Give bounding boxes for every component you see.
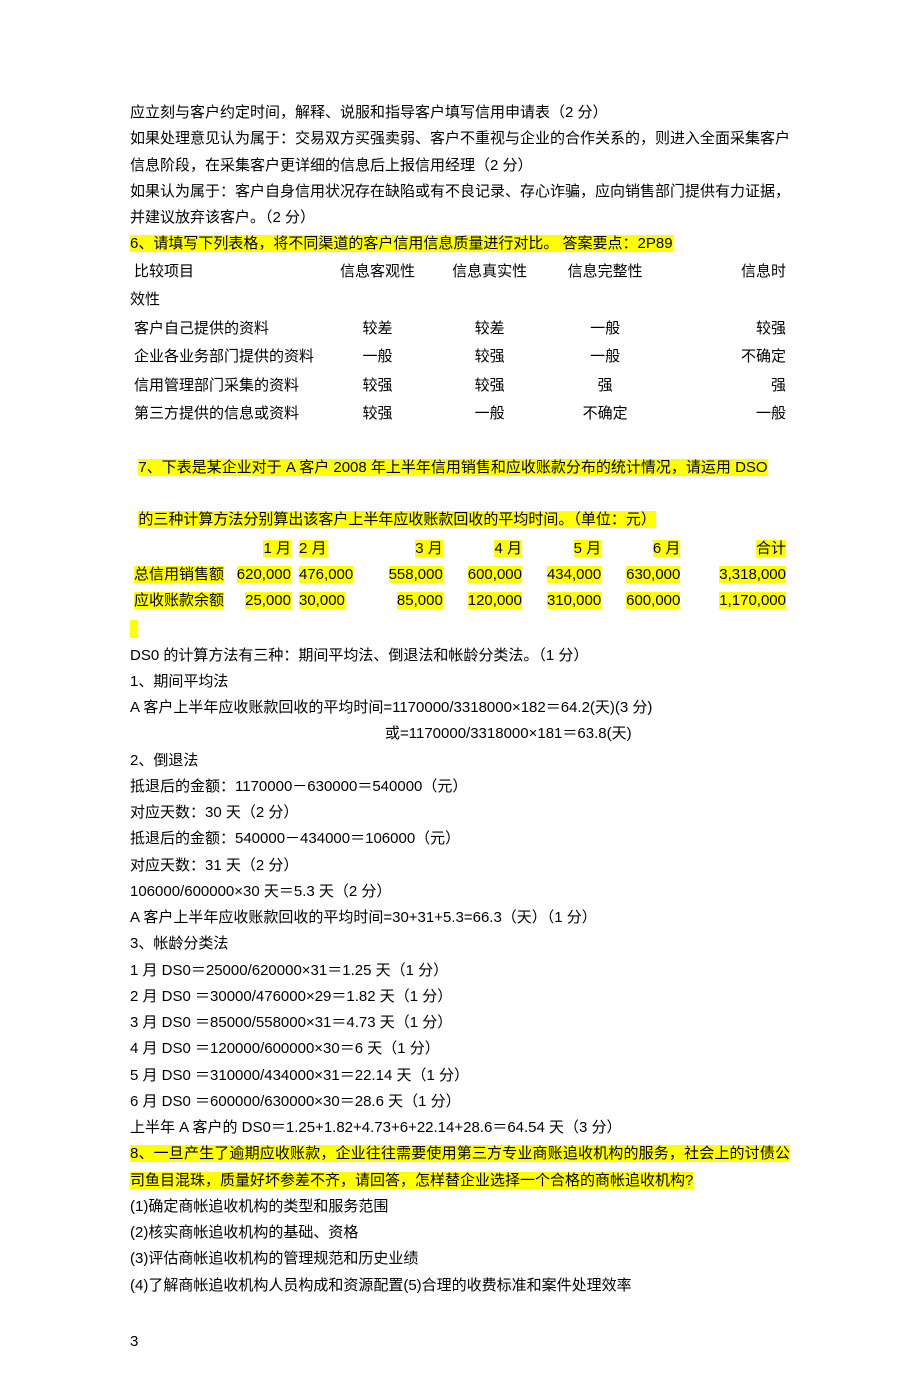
q6-row: 信用管理部门采集的资料 较强 较强 强 强 xyxy=(130,372,790,401)
q6-cell: 较强 xyxy=(756,320,786,337)
q6-title-text: 6、请填写下列表格，将不同渠道的客户信用信息质量进行对比。 答案要点：2P89 xyxy=(130,235,673,252)
calc-l6: 对应天数：30 天（2 分） xyxy=(130,800,790,826)
q6-cell: 较差 xyxy=(362,320,392,337)
q6-cell: 较差 xyxy=(475,320,505,337)
q7-s1: 620,000 xyxy=(237,566,291,583)
calc-l13: 2 月 DS0 ＝30000/476000×29＝1.82 天（1 分） xyxy=(130,984,790,1010)
calc-l10: A 客户上半年应收账款回收的平均时间=30+31+5.3=66.3（天）（1 分… xyxy=(130,905,790,931)
q6-cell: 一般 xyxy=(590,320,620,337)
q6-cell: 第三方提供的信息或资料 xyxy=(134,405,299,422)
q6-cell: 强 xyxy=(771,377,786,394)
intro-p1: 应立刻与客户约定时间，解释、说服和指导客户填写信用申请表（2 分） xyxy=(130,100,790,126)
q7-a2: 30,000 xyxy=(299,592,345,609)
q7-a3: 85,000 xyxy=(397,592,443,609)
calc-l5: 抵退后的金额：1170000－630000＝540000（元） xyxy=(130,774,790,800)
q6-cell: 客户自己提供的资料 xyxy=(134,320,269,337)
q7-title: 7、下表是某企业对于 A 客户 2008 年上半年信用销售和应收账款分布的统计情… xyxy=(130,429,790,482)
q7-s4: 600,000 xyxy=(468,566,522,583)
q6-cell: 一般 xyxy=(475,405,505,422)
calc-l1: 1、期间平均法 xyxy=(130,669,790,695)
q6-cell: 信用管理部门采集的资料 xyxy=(134,377,299,394)
q7-h4: 4 月 xyxy=(494,540,522,557)
calc-l2: A 客户上半年应收账款回收的平均时间=1170000/3318000×182＝6… xyxy=(130,695,790,721)
calc-l14: 3 月 DS0 ＝85000/558000×31＝4.73 天（1 分） xyxy=(130,1010,790,1036)
q6-cell: 较强 xyxy=(475,377,505,394)
q6-row: 客户自己提供的资料 较差 较差 一般 较强 xyxy=(130,315,790,344)
q8-title: 8、一旦产生了逾期应收账款，企业往往需要使用第三方专业商账追收机构的服务，社会上… xyxy=(130,1141,790,1194)
intro-p2: 如果处理意见认为属于：交易双方买强卖弱、客户不重视与企业的合作关系的，则进入全面… xyxy=(130,126,790,179)
q7-h6: 6 月 xyxy=(653,540,681,557)
q6-h-c5: 信息时 xyxy=(741,263,786,280)
calc-l12: 1 月 DS0＝25000/620000×31＝1.25 天（1 分） xyxy=(130,958,790,984)
q6-cell: 一般 xyxy=(590,348,620,365)
q6-cell: 企业各业务部门提供的资料 xyxy=(134,348,314,365)
q8-a4: (4)了解商帐追收机构人员构成和资源配置(5)合理的收费标准和案件处理效率 xyxy=(130,1273,790,1299)
q6-cell: 一般 xyxy=(756,405,786,422)
q6-h-c1: 比较项目 xyxy=(134,263,194,280)
q7-s0: 总信用销售额 xyxy=(134,566,224,583)
q7-a5: 310,000 xyxy=(547,592,601,609)
q7-title-2: 的三种计算方法分别算出该客户上半年应收账款回收的平均时间。（单位：元） xyxy=(138,511,656,528)
q7-ar-row: 应收账款余额 25,000 30,000 85,000 120,000 310,… xyxy=(130,588,790,614)
q6-cell: 不确定 xyxy=(583,405,628,422)
q7-s5: 434,000 xyxy=(547,566,601,583)
q6-cell: 一般 xyxy=(362,348,392,365)
q7-title-2-wrap: 的三种计算方法分别算出该客户上半年应收账款回收的平均时间。（单位：元） xyxy=(130,481,790,534)
q8-a2: (2)核实商帐追收机构的基础、资格 xyxy=(130,1220,790,1246)
q6-cell: 较强 xyxy=(362,377,392,394)
intro-p3: 如果认为属于：客户自身信用状况存在缺陷或有不良记录、存心诈骗，应向销售部门提供有… xyxy=(130,179,790,232)
calc-l8: 对应天数：31 天（2 分） xyxy=(130,853,790,879)
q6-cell: 较强 xyxy=(362,405,392,422)
calc-l9: 106000/600000×30 天＝5.3 天（2 分） xyxy=(130,879,790,905)
calc-l17: 6 月 DS0 ＝600000/630000×30＝28.6 天（1 分） xyxy=(130,1089,790,1115)
calc-l4: 2、倒退法 xyxy=(130,748,790,774)
q6-title: 6、请填写下列表格，将不同渠道的客户信用信息质量进行对比。 答案要点：2P89 xyxy=(130,231,790,257)
q7-a0: 应收账款余额 xyxy=(134,592,224,609)
calc-l15: 4 月 DS0 ＝120000/600000×30＝6 天（1 分） xyxy=(130,1036,790,1062)
q6-h-c4: 信息完整性 xyxy=(568,263,643,280)
calc-l0: DS0 的计算方法有三种：期间平均法、倒退法和帐龄分类法。（1 分） xyxy=(130,643,790,669)
q7-a1: 25,000 xyxy=(245,592,291,609)
q7-title-1: 7、下表是某企业对于 A 客户 2008 年上半年信用销售和应收账款分布的统计情… xyxy=(138,459,767,476)
q7-at: 1,170,000 xyxy=(719,592,786,609)
calc-l3: 或=1170000/3318000×181＝63.8(天) xyxy=(130,721,790,747)
q7-header-row: 1 月 2 月 3 月 4 月 5 月 6 月 合计 xyxy=(130,536,790,562)
q7-s6: 630,000 xyxy=(626,566,680,583)
q8-a3: (3)评估商帐追收机构的管理规范和历史业绩 xyxy=(130,1246,790,1272)
q6-header-tail: 效性 xyxy=(130,286,790,315)
q7-s2: 476,000 xyxy=(299,566,353,583)
q6-cell: 不确定 xyxy=(741,348,786,365)
q7-a6: 600,000 xyxy=(626,592,680,609)
page-number: 3 xyxy=(130,1329,790,1355)
calc-l11: 3、帐龄分类法 xyxy=(130,931,790,957)
q7-ht: 合计 xyxy=(756,540,786,557)
calc-l16: 5 月 DS0 ＝310000/434000×31＝22.14 天（1 分） xyxy=(130,1063,790,1089)
q6-h-c2: 信息客观性 xyxy=(340,263,415,280)
q7-h3: 3 月 xyxy=(415,540,443,557)
q8-a1: (1)确定商帐追收机构的类型和服务范围 xyxy=(130,1194,790,1220)
q6-cell: 强 xyxy=(598,377,613,394)
calc-l7: 抵退后的金额：540000－434000＝106000（元） xyxy=(130,826,790,852)
q7-sales-row: 总信用销售额 620,000 476,000 558,000 600,000 4… xyxy=(130,562,790,588)
q7-st: 3,318,000 xyxy=(719,566,786,583)
q6-table: 比较项目 信息客观性 信息真实性 信息完整性 信息时 效性 客户自己提供的资料较… xyxy=(130,258,790,429)
q7-a4: 120,000 xyxy=(468,592,522,609)
calc-l18: 上半年 A 客户的 DS0＝1.25+1.82+4.73+6+22.14+28.… xyxy=(130,1115,790,1141)
q7-trailing-hl xyxy=(130,616,790,642)
q7-table: 1 月 2 月 3 月 4 月 5 月 6 月 合计 总信用销售额 620,00… xyxy=(130,536,790,615)
q7-h1: 1 月 xyxy=(263,540,291,557)
q7-h5: 5 月 xyxy=(574,540,602,557)
q6-h-c3: 信息真实性 xyxy=(452,263,527,280)
q7-s3: 558,000 xyxy=(389,566,443,583)
q6-row: 企业各业务部门提供的资料 一般 较强 一般 不确定 xyxy=(130,343,790,372)
q6-header-row: 比较项目 信息客观性 信息真实性 信息完整性 信息时 xyxy=(130,258,790,287)
q7-h2: 2 月 xyxy=(299,540,327,557)
q8-title-text: 8、一旦产生了逾期应收账款，企业往往需要使用第三方专业商账追收机构的服务，社会上… xyxy=(130,1145,790,1188)
q6-row: 第三方提供的信息或资料 较强 一般 不确定 一般 xyxy=(130,400,790,429)
q6-cell: 较强 xyxy=(475,348,505,365)
